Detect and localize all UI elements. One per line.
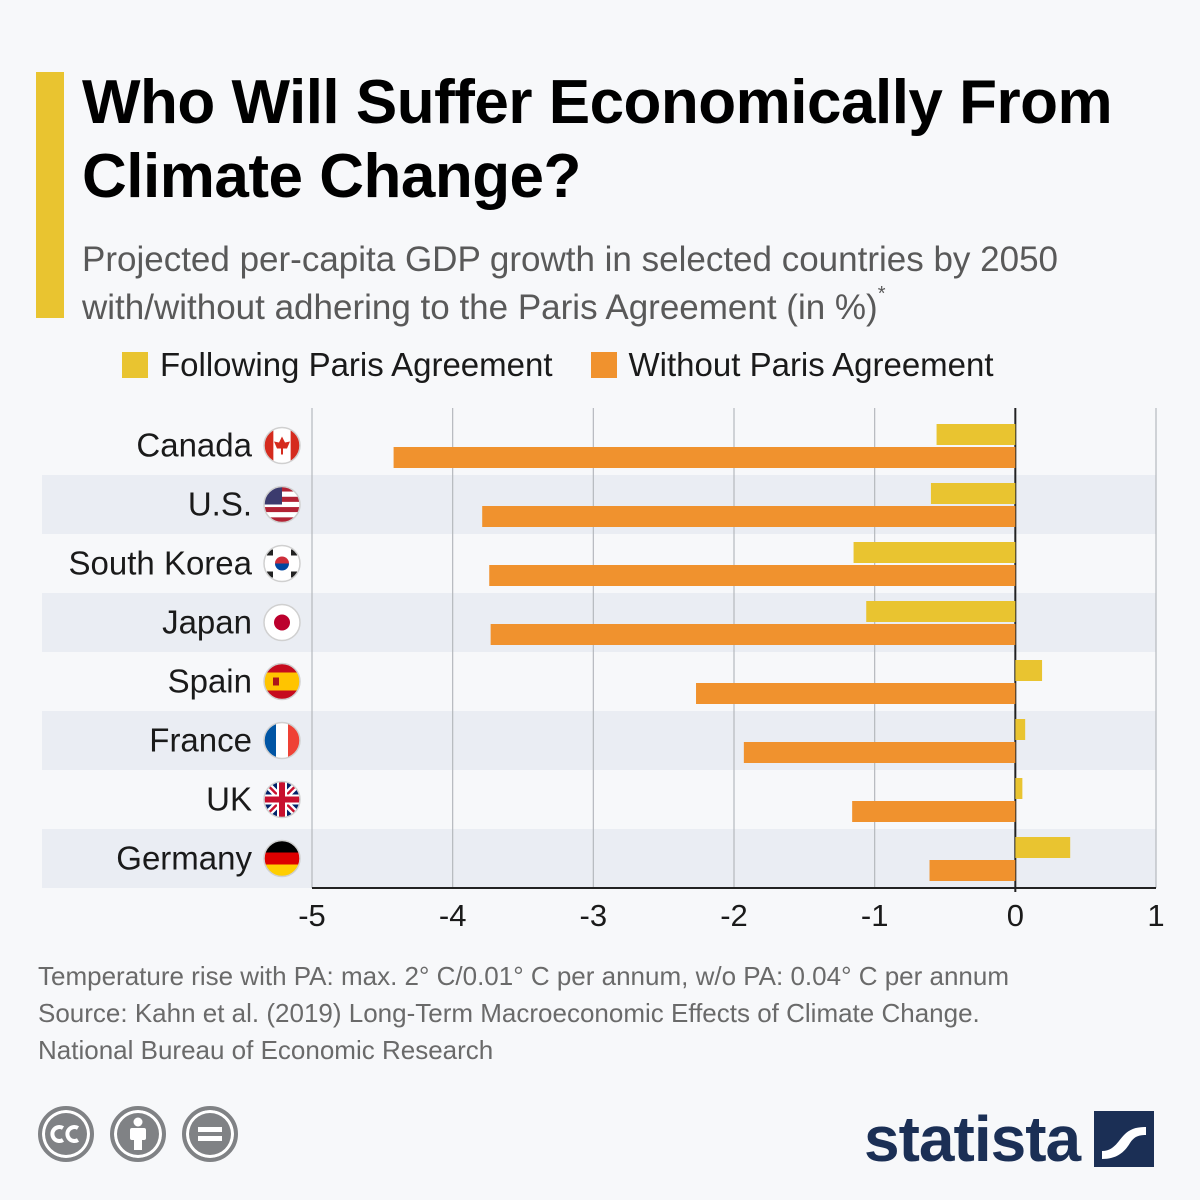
legend-item-following: Following Paris Agreement xyxy=(122,346,553,384)
bar-without xyxy=(852,801,1016,822)
cc-icon xyxy=(38,1106,94,1162)
bar-following xyxy=(866,601,1016,622)
bar-without xyxy=(696,683,1016,704)
brand-name: statista xyxy=(864,1103,1081,1175)
accent-bar xyxy=(36,72,64,318)
category-label: U.S. xyxy=(188,486,252,523)
bar-without xyxy=(490,624,1016,645)
x-tick-label: -4 xyxy=(439,898,467,933)
license-icons xyxy=(38,1106,254,1162)
bar-without xyxy=(393,447,1016,468)
uk-flag-icon xyxy=(263,780,301,819)
no-derivatives-icon xyxy=(182,1106,238,1162)
category-label: Japan xyxy=(162,604,252,641)
x-tick-label: -3 xyxy=(580,898,608,933)
x-tick-label: 0 xyxy=(1007,898,1024,933)
footnote: Temperature rise with PA: max. 2° C/0.01… xyxy=(38,958,1178,1069)
legend-swatch-following xyxy=(122,352,148,378)
bar-chart: -5 -4 -3 -2 -1 0 1 Canada U.S. South Korea Japan Sp… xyxy=(42,408,1165,933)
bar-without xyxy=(929,860,1016,881)
us-flag-icon xyxy=(263,485,301,524)
south-korea-flag-icon xyxy=(263,544,301,583)
category-label: Spain xyxy=(168,663,252,700)
legend-item-without: Without Paris Agreement xyxy=(590,346,994,384)
france-flag-icon xyxy=(263,721,301,760)
chart-subtitle: Projected per-capita GDP growth in selec… xyxy=(82,236,1182,332)
category-label: France xyxy=(149,722,252,759)
bar-following xyxy=(1015,719,1026,740)
spain-flag-icon xyxy=(263,662,301,701)
legend-label-without: Without Paris Agreement xyxy=(628,346,994,383)
x-tick-label: -1 xyxy=(861,898,889,933)
category-label: UK xyxy=(206,781,252,818)
chart-legend: Following Paris Agreement Without Paris … xyxy=(122,346,1032,384)
canada-flag-icon xyxy=(263,426,301,465)
chart-title: Who Will Suffer Economically From Climat… xyxy=(82,68,1113,211)
legend-label-following: Following Paris Agreement xyxy=(160,346,553,383)
x-tick-label: -2 xyxy=(720,898,748,933)
bar-without xyxy=(489,565,1016,586)
footnote-source: Source: Kahn et al. (2019) Long-Term Mac… xyxy=(38,998,980,1028)
category-label: Canada xyxy=(136,427,252,464)
category-label: South Korea xyxy=(69,545,253,582)
bar-following xyxy=(1015,837,1071,858)
subtitle-text: Projected per-capita GDP growth in selec… xyxy=(82,240,1059,327)
attribution-icon xyxy=(110,1106,166,1162)
bar-following xyxy=(853,542,1016,563)
footnote-temperature: Temperature rise with PA: max. 2° C/0.01… xyxy=(38,961,1009,991)
bar-following xyxy=(1015,778,1023,799)
bar-following xyxy=(936,424,1016,445)
bar-without xyxy=(743,742,1016,763)
bar-following xyxy=(930,483,1016,504)
category-label: Germany xyxy=(116,840,252,877)
bar-without xyxy=(482,506,1016,527)
x-tick-label: 1 xyxy=(1147,898,1164,933)
footnote-publisher: National Bureau of Economic Research xyxy=(38,1035,494,1065)
statista-logo: statista xyxy=(864,1102,1155,1176)
germany-flag-icon xyxy=(263,839,301,878)
subtitle-footnote-marker: * xyxy=(877,283,886,305)
statista-mark-icon xyxy=(1094,1111,1155,1167)
bar-following xyxy=(1015,660,1043,681)
x-tick-label: -5 xyxy=(298,898,326,933)
japan-flag-icon xyxy=(263,603,301,642)
legend-swatch-without xyxy=(590,352,617,378)
